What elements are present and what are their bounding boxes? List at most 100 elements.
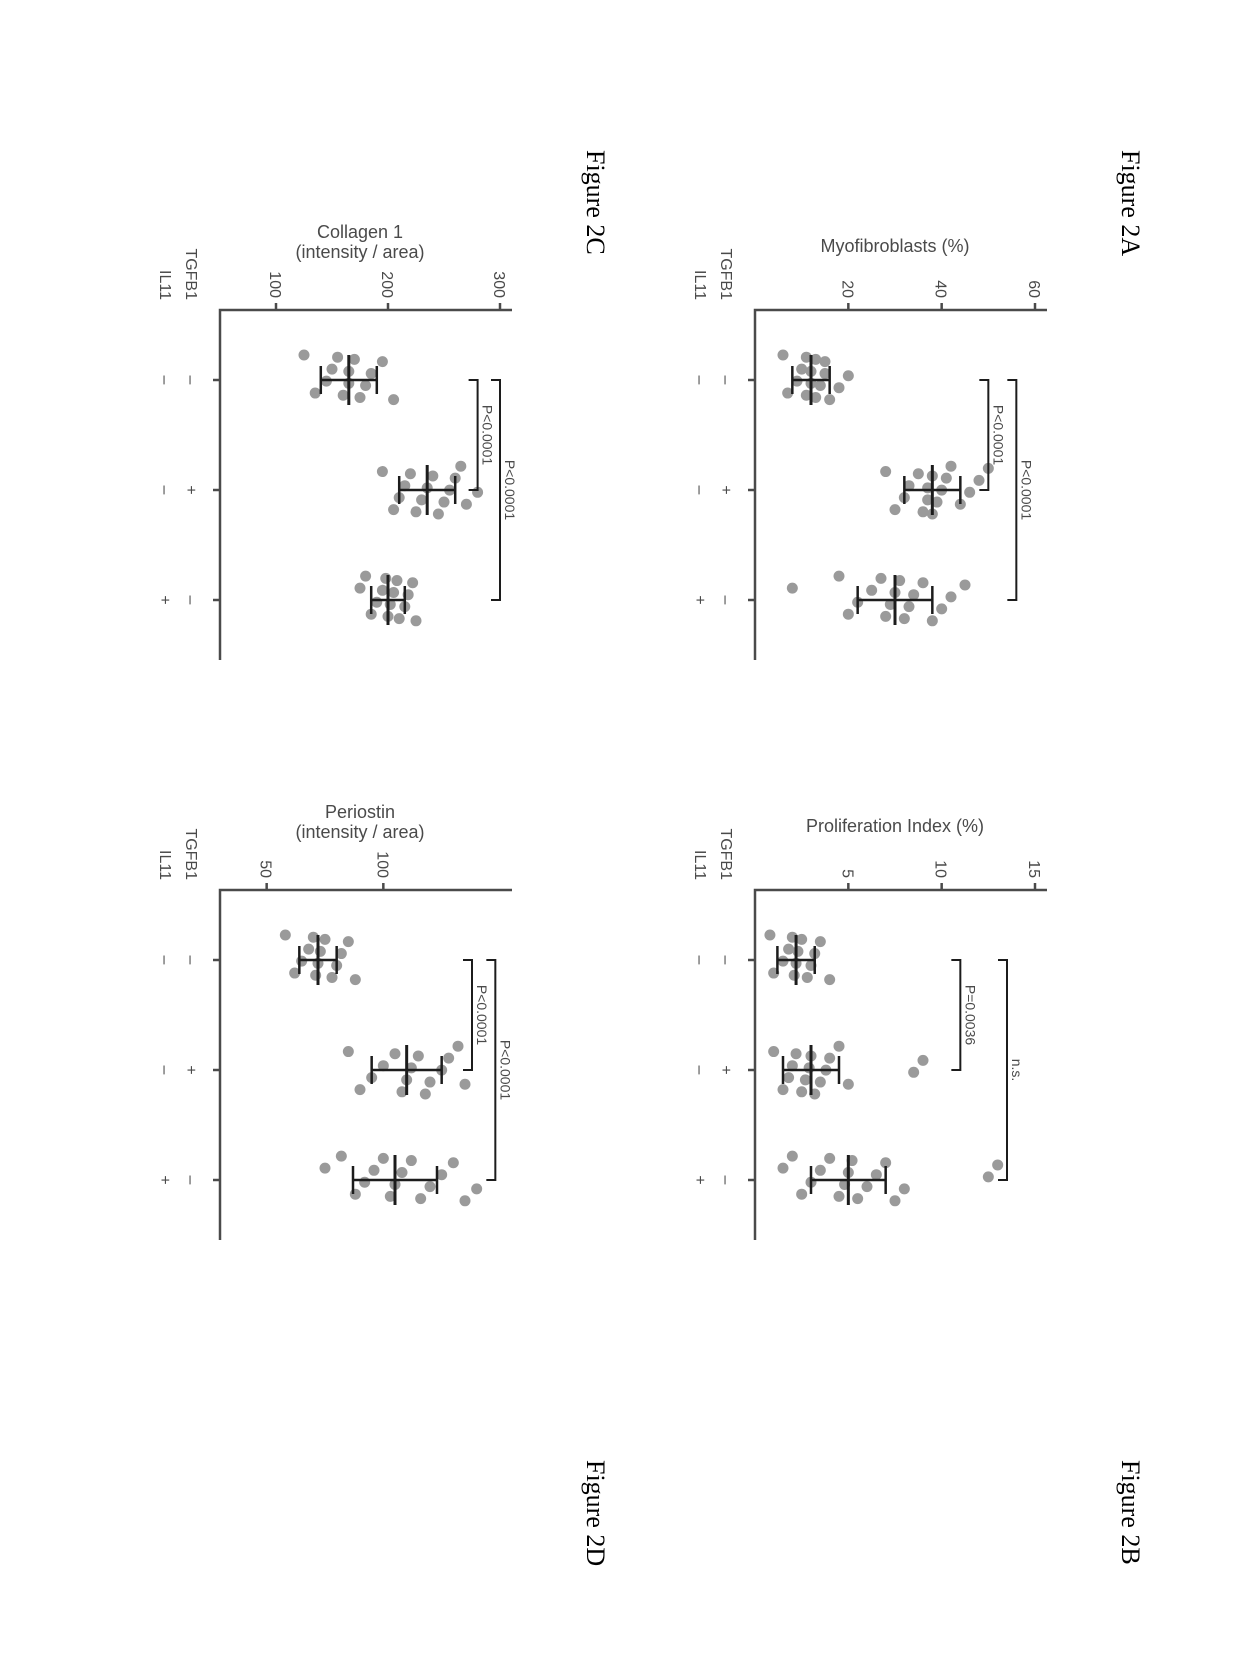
data-point <box>918 1055 929 1066</box>
chart-svg: 204060Myofibroblasts (%)P<0.0001P<0.0001… <box>625 200 1095 680</box>
data-point <box>425 1077 436 1088</box>
data-point <box>350 1189 361 1200</box>
data-point <box>824 394 835 405</box>
pval-text: P<0.0001 <box>480 405 496 466</box>
data-point <box>443 1053 454 1064</box>
data-point <box>815 1077 826 1088</box>
chart-svg: 50100Periostin(intensity / area)P<0.0001… <box>90 780 560 1260</box>
data-point <box>964 487 975 498</box>
data-point <box>904 601 915 612</box>
data-point <box>327 364 338 375</box>
yaxis-label-2: (intensity / area) <box>295 822 424 842</box>
data-point <box>332 352 343 363</box>
pval-bracket <box>951 960 960 1070</box>
treatment-value: – <box>717 1176 734 1185</box>
treatment-value: – <box>156 486 173 495</box>
data-point <box>796 934 807 945</box>
ytick-label: 40 <box>932 280 949 298</box>
treatment-value: – <box>691 486 708 495</box>
data-point <box>843 609 854 620</box>
treatment-row-il11: IL11 <box>691 850 708 880</box>
chart-svg: 100200300Collagen 1(intensity / area)P<0… <box>90 200 560 680</box>
data-point <box>815 380 826 391</box>
panel-proliferation: 51015Proliferation Index (%)P=0.0036n.s.… <box>620 780 1095 1260</box>
pval-text: P<0.0001 <box>474 985 490 1046</box>
data-point <box>796 364 807 375</box>
chart-svg: 51015Proliferation Index (%)P=0.0036n.s.… <box>625 780 1095 1260</box>
data-point <box>425 1181 436 1192</box>
data-point <box>843 1079 854 1090</box>
treatment-value: + <box>182 485 199 494</box>
treatment-row-tgfb1: TGFB1 <box>182 248 199 300</box>
data-point <box>824 1153 835 1164</box>
treatment-row-il11: IL11 <box>156 270 173 300</box>
treatment-row-il11: IL11 <box>691 270 708 300</box>
data-point <box>787 1151 798 1162</box>
data-point <box>871 1169 882 1180</box>
data-point <box>439 497 450 508</box>
panel-periostin: 50100Periostin(intensity / area)P<0.0001… <box>85 780 560 1260</box>
data-point <box>390 1048 401 1059</box>
data-point <box>936 603 947 614</box>
data-point <box>406 1155 417 1166</box>
data-point <box>992 1159 1003 1170</box>
figure-page: Figure 2AFigure 2BFigure 2CFigure 2D2040… <box>0 0 1240 1656</box>
data-point <box>880 466 891 477</box>
axis-frame <box>220 310 512 660</box>
data-point <box>355 583 366 594</box>
figure-label-2a: Figure 2A <box>1115 150 1145 256</box>
ytick-label: 100 <box>373 851 390 878</box>
data-point <box>824 1053 835 1064</box>
data-point <box>815 1165 826 1176</box>
data-point <box>359 1177 370 1188</box>
ytick-label: 60 <box>1025 280 1042 298</box>
data-point <box>388 394 399 405</box>
data-point <box>834 382 845 393</box>
data-point <box>461 499 472 510</box>
data-point <box>433 509 444 520</box>
ytick-label: 300 <box>490 271 507 298</box>
pval-text: P<0.0001 <box>497 1040 513 1101</box>
data-point <box>280 930 291 941</box>
treatment-value: – <box>182 1176 199 1185</box>
ytick-label: 5 <box>838 869 855 878</box>
data-point <box>876 573 887 584</box>
data-point <box>946 461 957 472</box>
figure-label-2d: Figure 2D <box>580 1460 610 1566</box>
data-point <box>413 1050 424 1061</box>
treatment-row-il11: IL11 <box>156 850 173 880</box>
data-point <box>880 611 891 622</box>
data-point <box>918 577 929 588</box>
data-point <box>310 970 321 981</box>
data-point <box>397 1167 408 1178</box>
rotated-layer: Figure 2AFigure 2BFigure 2CFigure 2D2040… <box>0 0 1240 1656</box>
data-point <box>303 944 314 955</box>
data-point <box>820 356 831 367</box>
treatment-value: – <box>182 376 199 385</box>
data-point <box>411 506 422 517</box>
data-point <box>427 470 438 481</box>
data-point <box>320 1163 331 1174</box>
axis-frame <box>755 310 1047 660</box>
data-point <box>890 1195 901 1206</box>
data-point <box>355 392 366 403</box>
data-point <box>800 1074 811 1085</box>
treatment-value: + <box>717 1065 734 1074</box>
data-point <box>343 936 354 947</box>
pval-bracket <box>1007 380 1016 600</box>
data-point <box>377 466 388 477</box>
treatment-value: + <box>691 1175 708 1184</box>
data-point <box>366 368 377 379</box>
treatment-value: + <box>156 595 173 604</box>
data-point <box>908 589 919 600</box>
treatment-value: + <box>717 485 734 494</box>
data-point <box>415 1193 426 1204</box>
data-point <box>411 615 422 626</box>
data-point <box>405 468 416 479</box>
data-point <box>983 1171 994 1182</box>
data-point <box>360 571 371 582</box>
data-point <box>460 1079 471 1090</box>
data-point <box>391 575 402 586</box>
data-point <box>908 1067 919 1078</box>
pval-bracket <box>469 380 478 490</box>
